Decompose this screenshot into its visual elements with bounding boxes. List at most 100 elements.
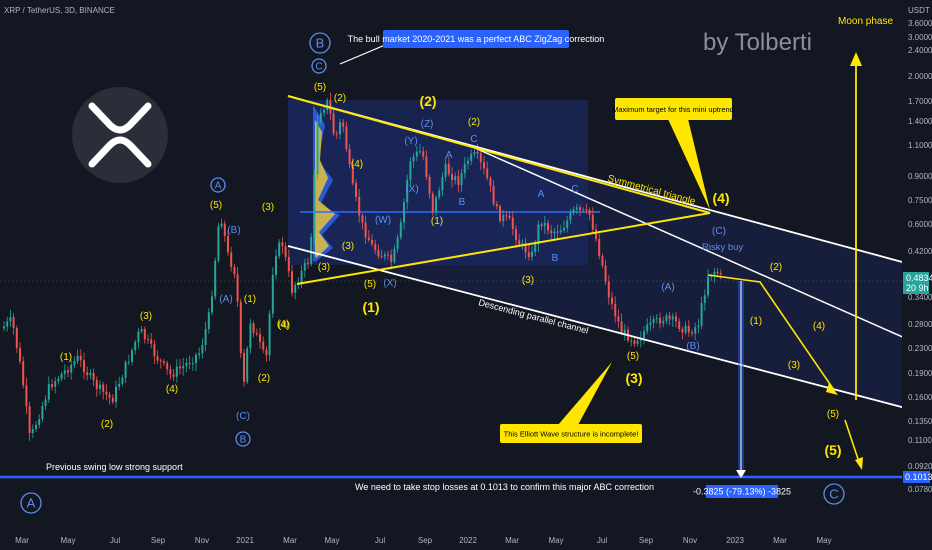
candle-body: [31, 429, 34, 433]
wave-label-top5: (5): [314, 82, 326, 93]
candle-body: [204, 329, 207, 345]
triangle-upper-line[interactable]: [287, 95, 711, 214]
candle-body: [473, 151, 476, 154]
candle-body: [265, 349, 268, 356]
candle-body: [511, 217, 514, 230]
callout-incomplete-pointer: [558, 362, 612, 425]
wave-label-wave3_label: (3): [625, 370, 642, 386]
candle-body: [646, 324, 649, 332]
candle-body: [307, 263, 309, 265]
candle-body: [300, 270, 303, 283]
candle-body: [460, 173, 463, 186]
current-price-box: [903, 272, 929, 294]
candle-body: [409, 161, 412, 180]
candle-body: [636, 340, 639, 344]
time-axis[interactable]: Mar May Jul Sep Nov 2021 Mar May Jul Sep 2022 Mar Ma…: [0, 530, 932, 550]
wave-label-C_2022: C: [571, 184, 578, 195]
wave-label-w3_top: (3): [318, 262, 330, 273]
x-tick-label: Mar: [283, 536, 297, 545]
wave-label-wC_2022: (C): [712, 226, 726, 237]
wave-circle: [823, 483, 845, 505]
candle-body: [713, 271, 716, 276]
candle-body: [268, 313, 271, 356]
candle-body: [326, 100, 329, 110]
x-tick-label: May: [816, 536, 831, 545]
candle-body: [479, 153, 482, 163]
wave-label-w4_2020: (4): [277, 319, 289, 330]
moon-arrow-head: [850, 52, 862, 66]
candle-body: [515, 229, 517, 241]
candle-body: [175, 366, 178, 377]
candle-body: [252, 323, 255, 334]
candle-body: [102, 384, 105, 392]
candle-body: [358, 196, 361, 216]
triangle-lower-line[interactable]: [296, 212, 711, 285]
candle-body: [140, 329, 143, 332]
candle-body: [643, 331, 645, 339]
candle-body: [668, 315, 671, 320]
wave-label-f1: (1): [750, 316, 762, 327]
candle-body: [550, 230, 553, 234]
candle-body: [44, 399, 47, 406]
y-tick-label: 0.1600: [908, 393, 932, 402]
candle-body: [47, 384, 50, 400]
candle-body: [467, 160, 469, 164]
symbol-title: XRP / TetherUS, 3D, BINANCE: [4, 6, 115, 15]
y-tick-label: 1.7000: [908, 97, 932, 106]
channel-lower-line[interactable]: [287, 245, 932, 416]
candle-body: [697, 325, 700, 328]
candle-body: [502, 215, 505, 222]
candle-body: [179, 366, 181, 369]
candle-body: [463, 163, 466, 174]
wave-circle: [20, 492, 42, 514]
measure-arrow: [736, 470, 746, 478]
price-axis[interactable]: USDT 3.6000 3.0000 2.4000 2.0000 1.7000 1.400…: [902, 0, 932, 530]
candle-body: [553, 231, 556, 234]
wave-label-Y: (Y): [404, 136, 417, 147]
callout-incomplete-box: [500, 424, 642, 443]
candle-body: [35, 424, 37, 430]
candle-body: [89, 372, 92, 376]
candle-body: [630, 340, 633, 342]
candle-body: [67, 370, 69, 373]
wave-label-w1_2020: (1): [244, 294, 256, 305]
candle-body: [476, 151, 479, 154]
candle-body: [655, 317, 658, 320]
candle-body: [230, 252, 233, 268]
candle-body: [79, 355, 82, 361]
candle-body: [652, 319, 655, 323]
candle-body: [207, 312, 210, 330]
candle-body: [118, 383, 121, 387]
candle-body: [614, 303, 617, 317]
projection-down-line: [844, 419, 861, 466]
candle-body: [396, 237, 399, 249]
candle-body: [310, 237, 313, 264]
candle-body: [316, 121, 319, 175]
candle-body: [92, 372, 95, 380]
candle-body: [95, 379, 98, 389]
candle-body: [559, 230, 562, 233]
candle-body: [508, 216, 511, 218]
candle-body: [671, 316, 674, 320]
candle-body: [38, 419, 41, 425]
candle-body: [236, 274, 239, 302]
candle-body: [124, 362, 127, 378]
candle-body: [259, 334, 261, 342]
x-tick-label: Sep: [639, 536, 654, 545]
wave-label-w3_2022: (3): [522, 275, 534, 286]
candle-body: [54, 381, 57, 388]
candle-body: [607, 281, 610, 298]
candle-body: [383, 254, 386, 257]
wave-label-top2: (2): [334, 93, 346, 104]
wave-circle: [210, 177, 226, 193]
y-tick-label: 0.1900: [908, 369, 932, 378]
candle-body: [278, 242, 281, 257]
candle-body: [575, 207, 578, 210]
candle-body: [483, 162, 485, 169]
candle-body: [470, 153, 473, 161]
candle-body: [76, 355, 79, 362]
candle-body: [422, 151, 425, 157]
candle-body: [303, 263, 306, 271]
wave-label-big_C_future: C: [829, 487, 838, 502]
